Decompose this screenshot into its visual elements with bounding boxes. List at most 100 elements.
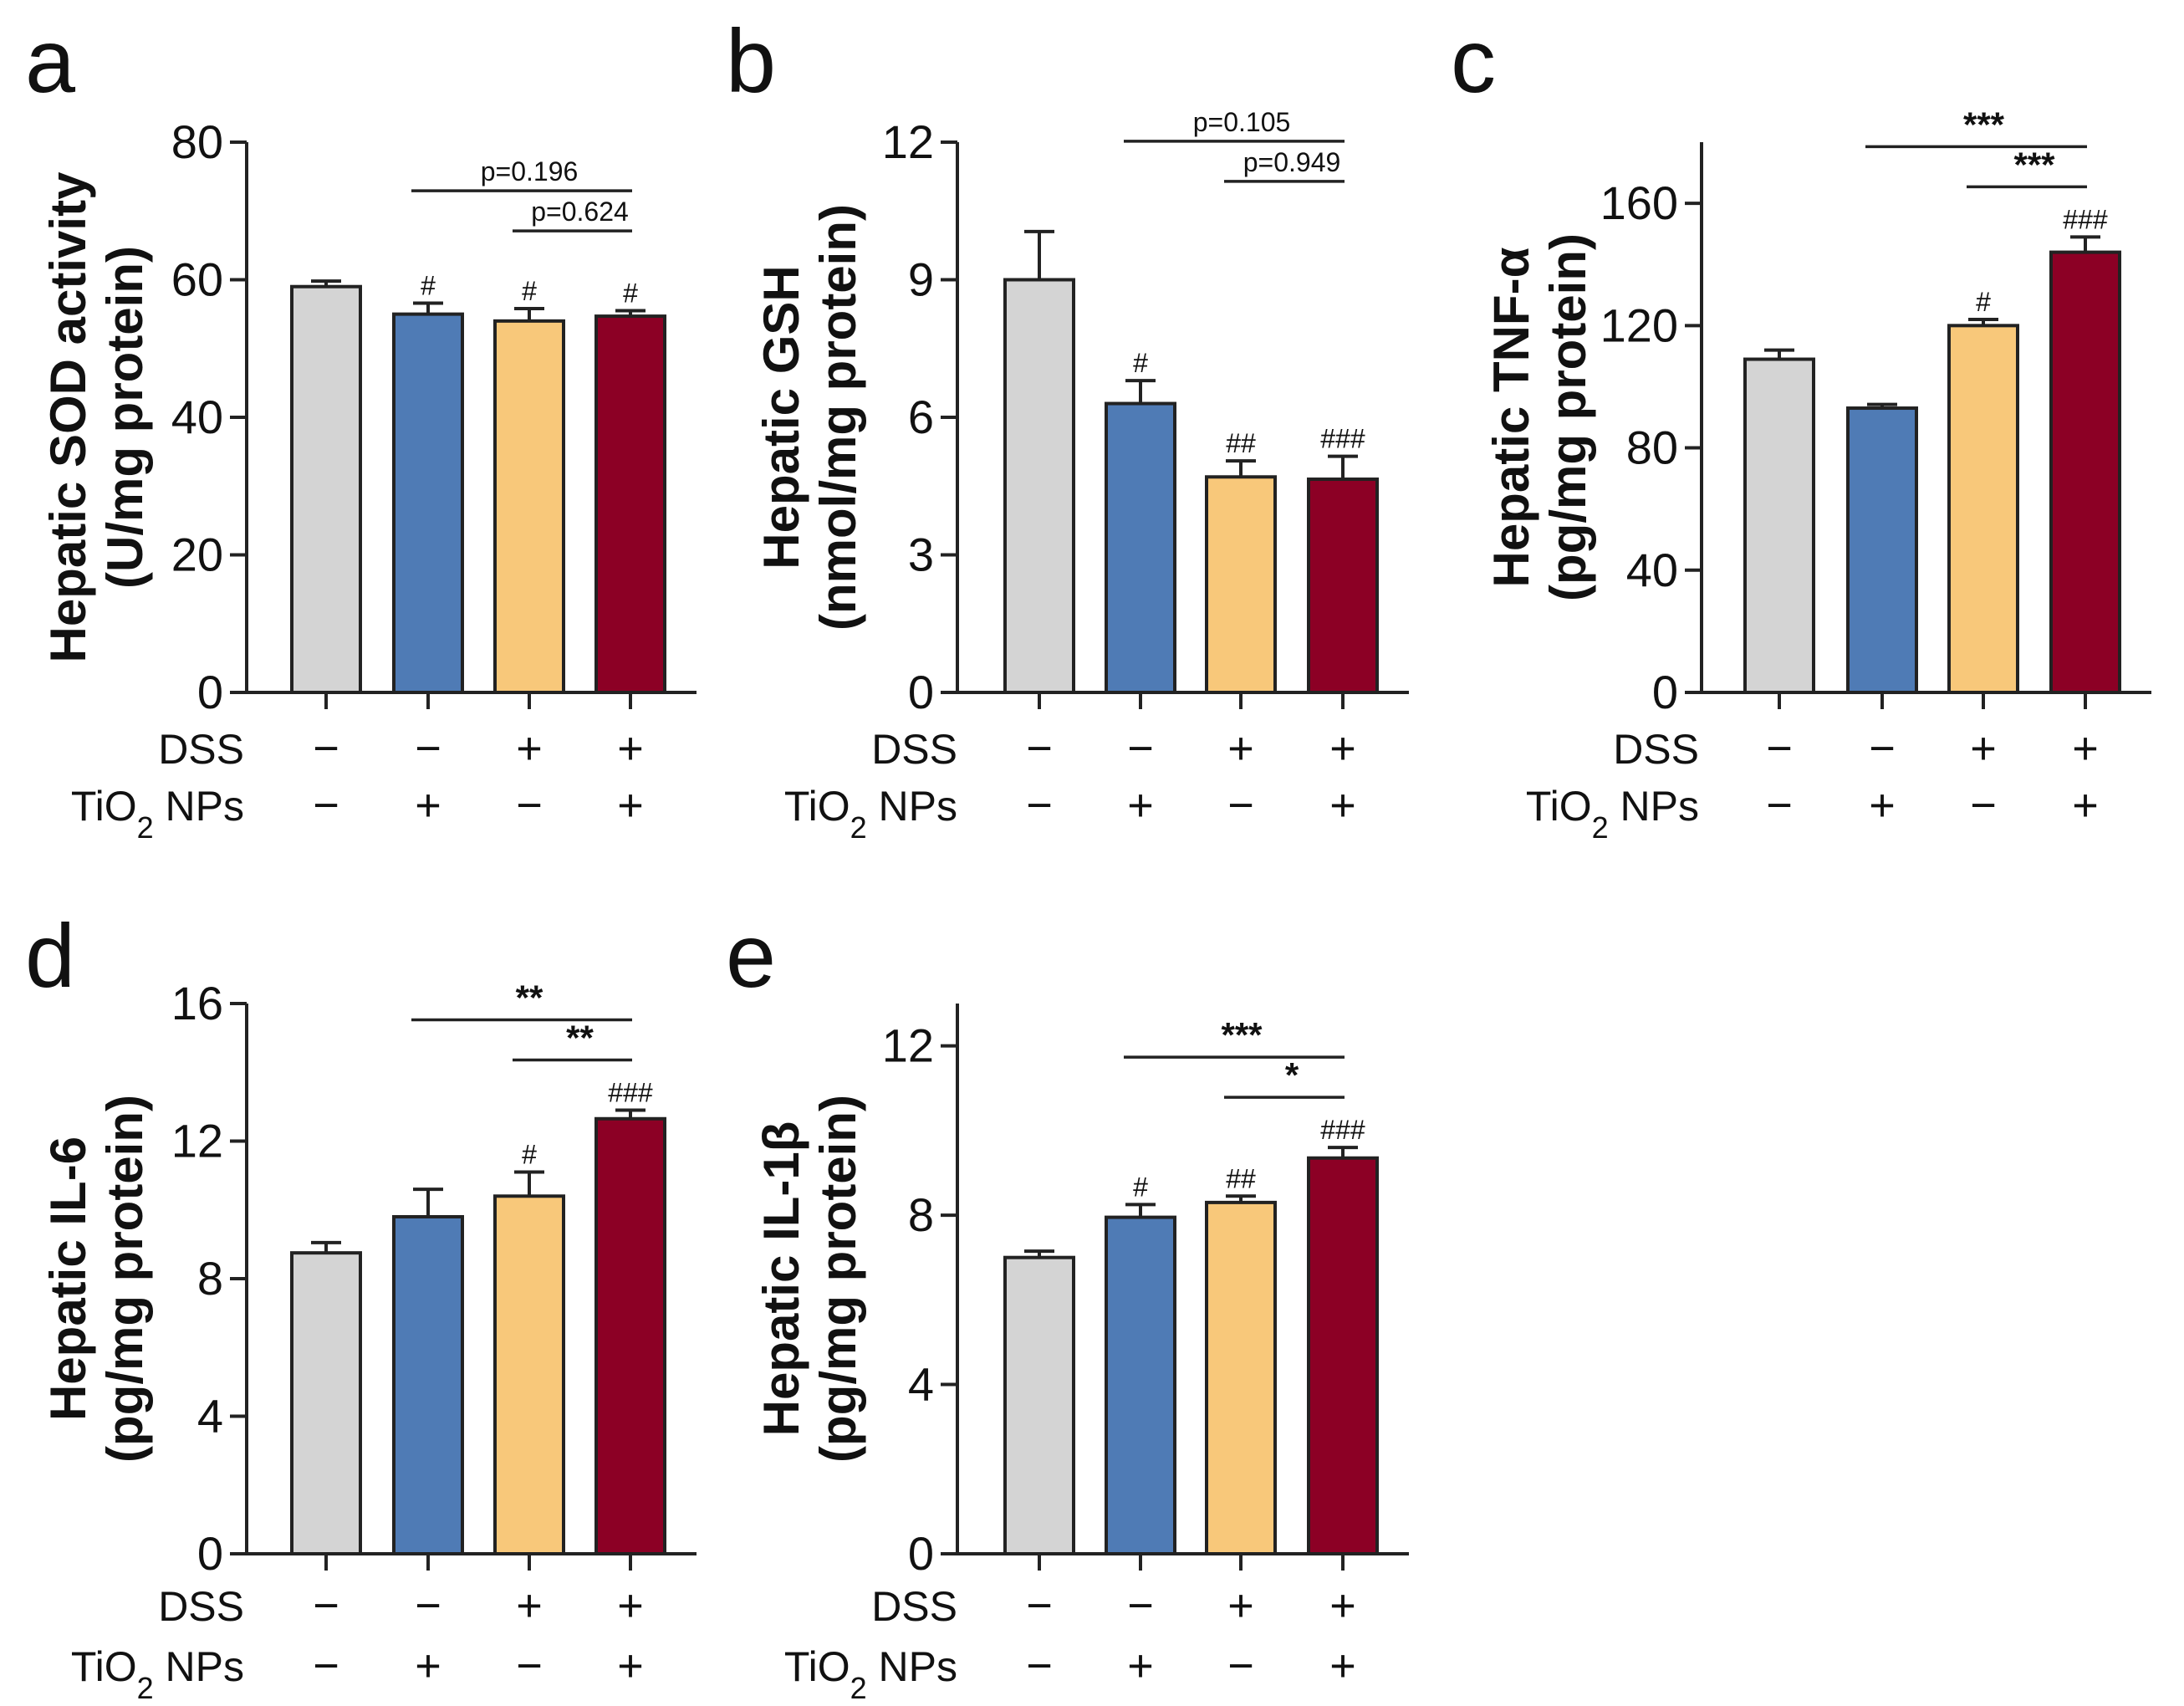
y-axis-label-line2: (pg/mg protein) [97, 1095, 153, 1463]
dss-sign: − [415, 723, 441, 774]
significance-hash: # [522, 276, 537, 306]
dss-sign: − [313, 723, 339, 774]
row-label-tio2: TiO2 NPs [71, 783, 244, 845]
bar-2 [392, 1214, 464, 1555]
panel-letter-b: b [726, 10, 776, 111]
dss-sign: − [1026, 723, 1053, 774]
bar-2 [1105, 1215, 1176, 1555]
dss-sign: − [1869, 723, 1896, 774]
row-label-tio2: TiO2 NPs [1526, 783, 1699, 845]
row-label-tio2: TiO2 NPs [784, 783, 957, 845]
y-tick-label: 0 [908, 1527, 934, 1580]
chart-panel-a: a 0 20 40 60 80 Hepatic SOD activity (U/mg prot… [25, 10, 697, 845]
row-label-dss: DSS [871, 726, 957, 773]
row-label-tio2-prefix: TiO [784, 1643, 850, 1690]
dss-sign: + [1970, 723, 1997, 774]
y-axis-label-line1: Hepatic GSH [753, 265, 809, 569]
dss-sign: − [1766, 723, 1793, 774]
y-axis-label-line1: Hepatic SOD activity [40, 171, 96, 663]
significance-hash: # [623, 278, 638, 309]
y-tick-label: 80 [171, 115, 223, 168]
bar-1 [290, 284, 362, 694]
dss-sign: + [1227, 723, 1254, 774]
row-label-tio2-suffix: NPs [154, 783, 244, 830]
y-axis-label: Hepatic IL-1β (pg/mg protein) [753, 1095, 866, 1463]
dss-sign: + [617, 1581, 644, 1631]
bar-4 [594, 314, 666, 694]
row-label-tio2-prefix: TiO [784, 783, 850, 830]
row-label-dss: DSS [1613, 726, 1699, 773]
row-label-tio2-prefix: TiO [71, 783, 137, 830]
row-label-tio2-suffix: NPs [867, 783, 957, 830]
y-tick-label: 160 [1600, 176, 1678, 229]
y-tick-label: 16 [171, 977, 223, 1029]
dss-sign: + [1329, 1581, 1356, 1631]
comparison-label: * [1285, 1055, 1299, 1095]
row-label-tio2-sub: 2 [1592, 810, 1609, 845]
y-axis-label: Hepatic TNF-α (pg/mg protein) [1483, 233, 1596, 601]
y-tick-label: 20 [171, 529, 223, 581]
y-axis-label-line2: (pg/mg protein) [810, 1095, 866, 1463]
tio2-sign: + [1127, 1641, 1154, 1691]
tio2-sign: + [1869, 780, 1896, 830]
dss-sign: + [1227, 1581, 1254, 1631]
tio2-sign: + [415, 1641, 441, 1691]
y-tick-label: 9 [908, 253, 934, 306]
dss-sign: − [1127, 723, 1154, 774]
tio2-sign: − [1227, 780, 1254, 830]
dss-sign: + [2072, 723, 2099, 774]
bar-4 [1307, 1156, 1379, 1555]
comparison-label: *** [1963, 105, 2005, 144]
dss-sign: + [617, 723, 644, 774]
significance-hash: # [1976, 287, 1991, 317]
tio2-sign: − [1026, 1641, 1053, 1691]
row-label-tio2-sub: 2 [137, 1671, 154, 1705]
tio2-sign: − [313, 1641, 339, 1691]
row-label-dss: DSS [158, 726, 244, 773]
row-label-tio2: TiO2 NPs [71, 1643, 244, 1705]
tio2-sign: + [415, 780, 441, 830]
y-tick-label: 40 [1626, 544, 1678, 596]
y-tick-label: 120 [1600, 299, 1678, 351]
comparison-label: p=0.624 [531, 197, 629, 227]
y-axis-label-line2: (U/mg protein) [97, 246, 153, 589]
y-axis-label-line1: Hepatic TNF-α [1483, 247, 1539, 587]
bar-3 [1205, 1200, 1277, 1556]
y-tick-label: 0 [197, 1527, 223, 1580]
bar-1 [290, 1251, 362, 1555]
y-axis-label: Hepatic SOD activity (U/mg protein) [40, 171, 153, 663]
bar-3 [493, 319, 565, 694]
tio2-sign: − [1026, 780, 1053, 830]
y-tick-label: 40 [171, 391, 223, 443]
dss-sign: − [415, 1581, 441, 1631]
significance-hash: ### [608, 1077, 653, 1107]
y-tick-label: 4 [197, 1390, 223, 1443]
bar-2 [1846, 406, 1918, 694]
y-axis-label-line1: Hepatic IL-6 [40, 1136, 96, 1421]
y-tick-label: 12 [171, 1115, 223, 1167]
panel-letter-a: a [25, 10, 76, 111]
panel-letter-c: c [1451, 10, 1496, 111]
y-tick-label: 60 [171, 253, 223, 306]
dss-sign: + [1329, 723, 1356, 774]
comparison-label: p=0.105 [1193, 107, 1291, 137]
bar-4 [2049, 250, 2121, 695]
row-label-tio2-suffix: NPs [1609, 783, 1699, 830]
row-label-tio2-sub: 2 [850, 810, 867, 845]
significance-hash: # [1133, 348, 1148, 378]
row-label-tio2-suffix: NPs [154, 1643, 244, 1690]
tio2-sign: − [1970, 780, 1997, 830]
y-axis-label-line2: (pg/mg protein) [1540, 233, 1596, 601]
significance-hash: ### [2063, 204, 2108, 234]
comparison-label: p=0.949 [1243, 147, 1341, 177]
dss-sign: − [1127, 1581, 1154, 1631]
y-tick-label: 4 [908, 1358, 934, 1411]
significance-hash: ### [1320, 424, 1365, 454]
bar-4 [594, 1116, 666, 1556]
row-label-tio2-prefix: TiO [71, 1643, 137, 1690]
y-tick-label: 0 [1652, 666, 1678, 718]
dss-sign: − [1026, 1581, 1053, 1631]
